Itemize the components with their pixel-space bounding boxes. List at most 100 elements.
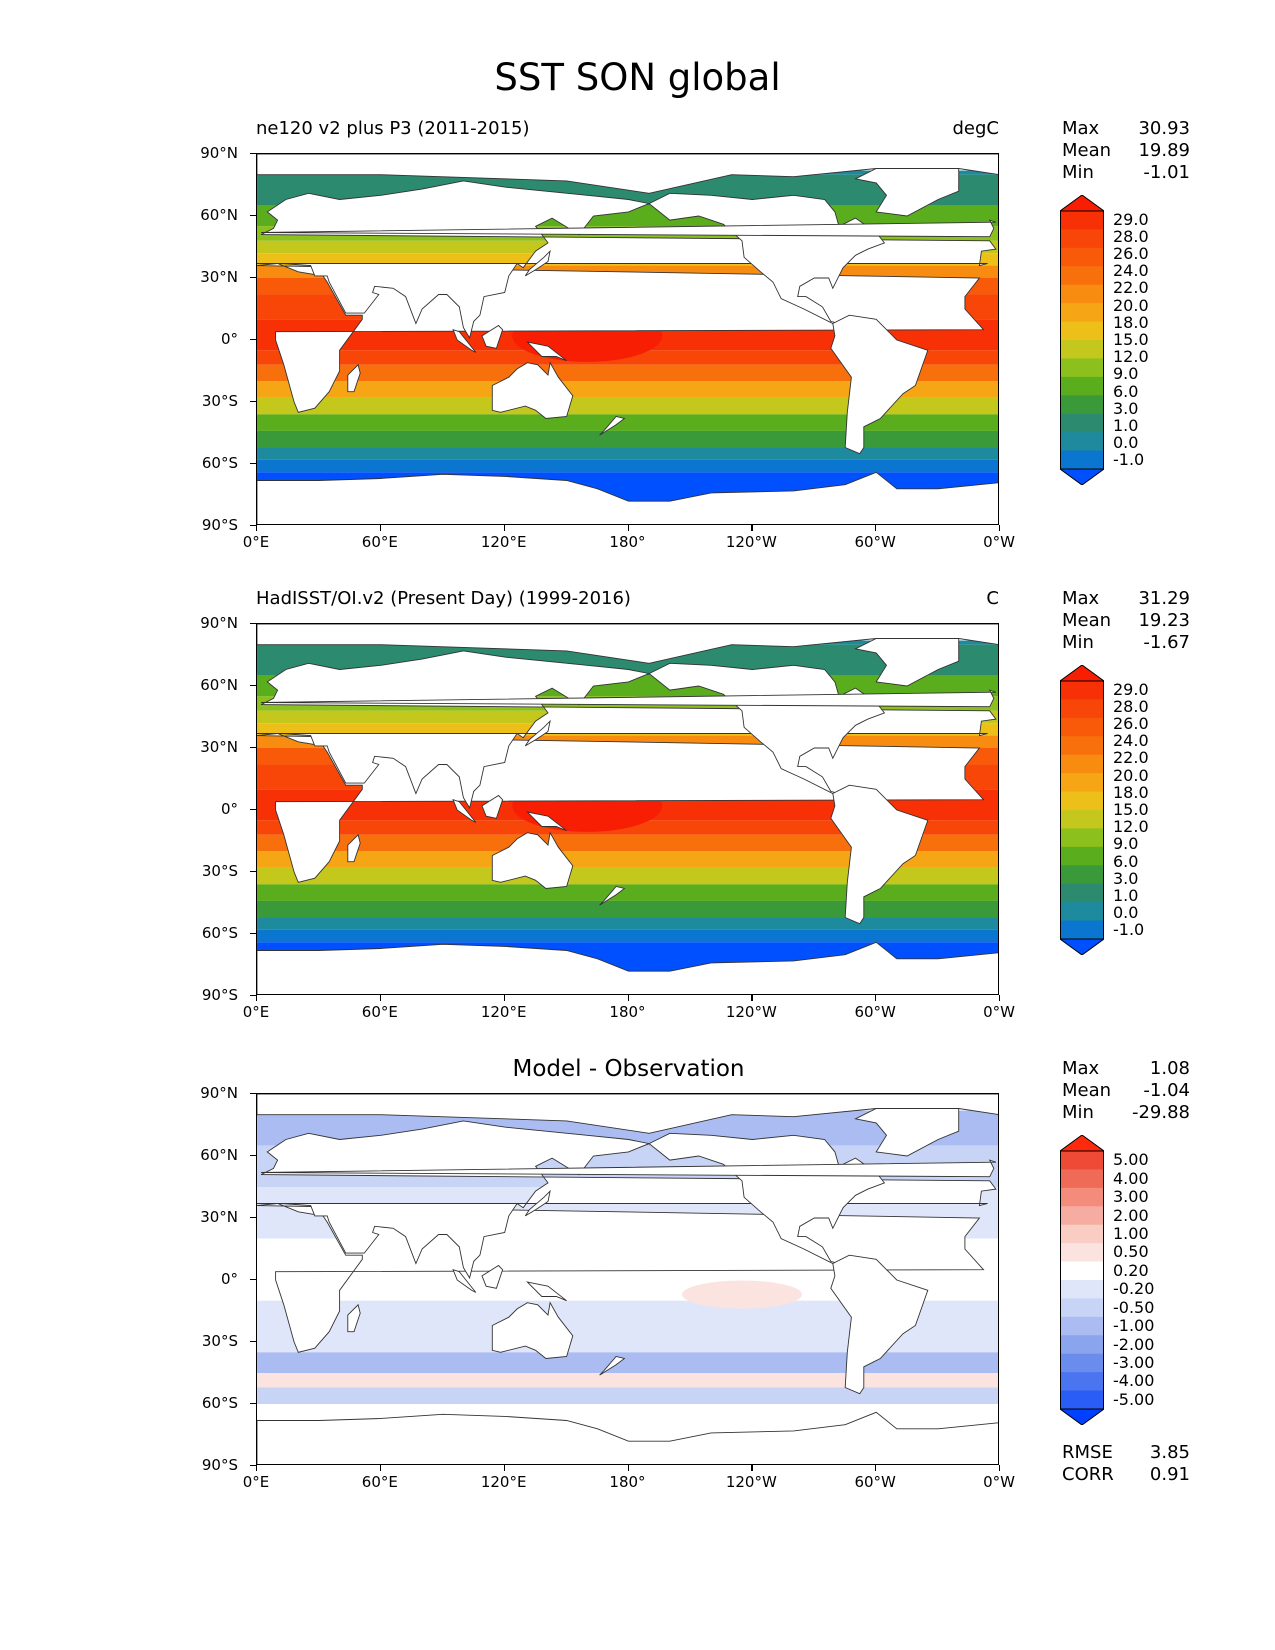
panel-units: C bbox=[986, 588, 999, 609]
lat-tick-label: 60°S bbox=[201, 924, 238, 942]
map-area bbox=[256, 1093, 999, 1465]
map-area bbox=[256, 153, 999, 525]
colorbar-label: 3.00 bbox=[1113, 1187, 1149, 1207]
colorbar-segment bbox=[1060, 284, 1104, 304]
landmass-europe-asia bbox=[257, 1120, 997, 1280]
lat-tick-mark bbox=[250, 871, 256, 873]
colorbar-label: 0.0 bbox=[1113, 433, 1139, 453]
colorbar bbox=[1058, 1134, 1106, 1429]
colorbar-label: 15.0 bbox=[1113, 800, 1149, 819]
lon-tick-label: 0°E bbox=[242, 1473, 270, 1491]
colorbar-segment bbox=[1060, 736, 1104, 756]
lat-tick-mark bbox=[250, 685, 256, 687]
sst-band bbox=[257, 917, 998, 930]
colorbar-segment bbox=[1060, 432, 1104, 452]
model-panel: ne120 v2 plus P3 (2011-2015) degC Max 30.… bbox=[0, 0, 1275, 551]
landmass-arctic-north bbox=[257, 624, 998, 664]
lat-tick-label: 60°S bbox=[201, 454, 238, 472]
colorbar-label: 20.0 bbox=[1113, 765, 1149, 785]
lon-tick-label: 0°W bbox=[983, 533, 1015, 551]
lat-tick-label: 90°N bbox=[200, 1084, 238, 1102]
colorbar-label: 1.0 bbox=[1113, 886, 1139, 905]
sst-band bbox=[257, 834, 998, 852]
corr-label: CORR bbox=[1062, 1464, 1114, 1485]
lon-tick-mark bbox=[875, 995, 877, 1001]
colorbar bbox=[1058, 194, 1106, 489]
diff-band bbox=[257, 1352, 998, 1373]
diff-band bbox=[257, 1387, 998, 1404]
lat-tick-label: 30°S bbox=[201, 862, 238, 880]
stat-min-label: Min bbox=[1062, 632, 1094, 653]
colorbar-label: 9.0 bbox=[1113, 364, 1139, 384]
landmass-borneo bbox=[481, 324, 504, 349]
lat-tick-label: 30°S bbox=[201, 392, 238, 410]
warm-anomaly bbox=[682, 1280, 803, 1309]
colorbar-label: 22.0 bbox=[1113, 748, 1149, 768]
lon-tick-label: 0°E bbox=[242, 1003, 270, 1021]
landmass-sumatra bbox=[452, 328, 477, 353]
lat-tick-label: 90°S bbox=[201, 986, 238, 1004]
stat-min: -1.01 bbox=[1143, 162, 1190, 183]
colorbar-extend-max bbox=[1058, 1134, 1106, 1152]
colorbar-segment bbox=[1060, 1261, 1104, 1281]
sst-band bbox=[257, 397, 998, 415]
lat-tick-label: 30°N bbox=[200, 1208, 238, 1226]
colorbar-segment bbox=[1060, 828, 1104, 848]
colorbar-label: -1.00 bbox=[1113, 1316, 1155, 1336]
sst-band bbox=[257, 364, 998, 382]
stat-min: -1.67 bbox=[1143, 632, 1190, 653]
colorbar-label: 0.0 bbox=[1113, 903, 1139, 923]
lon-tick-label: 60°W bbox=[854, 1473, 896, 1491]
colorbar-label: 22.0 bbox=[1113, 278, 1149, 298]
colorbar-label: -2.00 bbox=[1113, 1334, 1155, 1354]
lon-tick-label: 120°W bbox=[725, 1003, 777, 1021]
stat-max-label: Max bbox=[1062, 588, 1100, 609]
colorbar-segment bbox=[1060, 1335, 1104, 1355]
lon-tick-mark bbox=[875, 525, 877, 531]
lon-tick-mark bbox=[751, 525, 753, 531]
colorbar-label: 1.00 bbox=[1113, 1223, 1149, 1243]
colorbar-segment bbox=[1060, 340, 1104, 359]
lat-tick-label: 60°N bbox=[200, 1146, 238, 1164]
landmass-australia bbox=[491, 1301, 574, 1359]
lon-tick-label: 180° bbox=[609, 1473, 646, 1491]
colorbar-label: -0.50 bbox=[1113, 1297, 1155, 1317]
landmass-antarctica bbox=[257, 471, 998, 524]
lon-tick-label: 60°E bbox=[361, 1473, 398, 1491]
stat-mean-label: Mean bbox=[1062, 140, 1112, 161]
map-area bbox=[256, 623, 999, 995]
lat-tick-mark bbox=[250, 1279, 256, 1281]
colorbar-segment bbox=[1060, 450, 1104, 470]
landmass-uk bbox=[261, 1159, 997, 1178]
lon-tick-label: 60°W bbox=[854, 1003, 896, 1021]
colorbar-segment bbox=[1060, 773, 1104, 793]
colorbar-label: 12.0 bbox=[1113, 817, 1149, 837]
sst-band bbox=[257, 867, 998, 885]
colorbar-label: 1.0 bbox=[1113, 416, 1139, 435]
colorbar-label: 26.0 bbox=[1113, 714, 1149, 733]
lat-tick-label: 0° bbox=[220, 800, 238, 818]
lat-tick-mark bbox=[250, 995, 256, 997]
lat-tick-mark bbox=[250, 215, 256, 217]
lat-tick-label: 0° bbox=[220, 1270, 238, 1288]
landmass-borneo bbox=[481, 1264, 504, 1289]
colorbar-label: 3.0 bbox=[1113, 398, 1139, 418]
colorbar-segment bbox=[1060, 681, 1104, 700]
landmass-europe-asia bbox=[257, 180, 997, 340]
landmass-antarctica bbox=[257, 941, 998, 994]
lon-tick-label: 120°E bbox=[480, 533, 527, 551]
lat-tick-mark bbox=[250, 809, 256, 811]
lat-tick-mark bbox=[250, 153, 256, 155]
colorbar-label: 29.0 bbox=[1113, 679, 1149, 699]
lat-tick-label: 60°N bbox=[200, 676, 238, 694]
lat-tick-label: 90°S bbox=[201, 1456, 238, 1474]
colorbar-segment bbox=[1060, 321, 1104, 341]
landmass-south-america bbox=[830, 784, 929, 925]
sst-band bbox=[257, 414, 998, 431]
stat-max-label: Max bbox=[1062, 118, 1100, 139]
colorbar-segment bbox=[1060, 1169, 1104, 1189]
lat-tick-mark bbox=[250, 623, 256, 625]
colorbar-label: 5.00 bbox=[1113, 1150, 1149, 1170]
landmass-antarctica bbox=[257, 1411, 998, 1464]
lon-tick-label: 180° bbox=[609, 1003, 646, 1021]
